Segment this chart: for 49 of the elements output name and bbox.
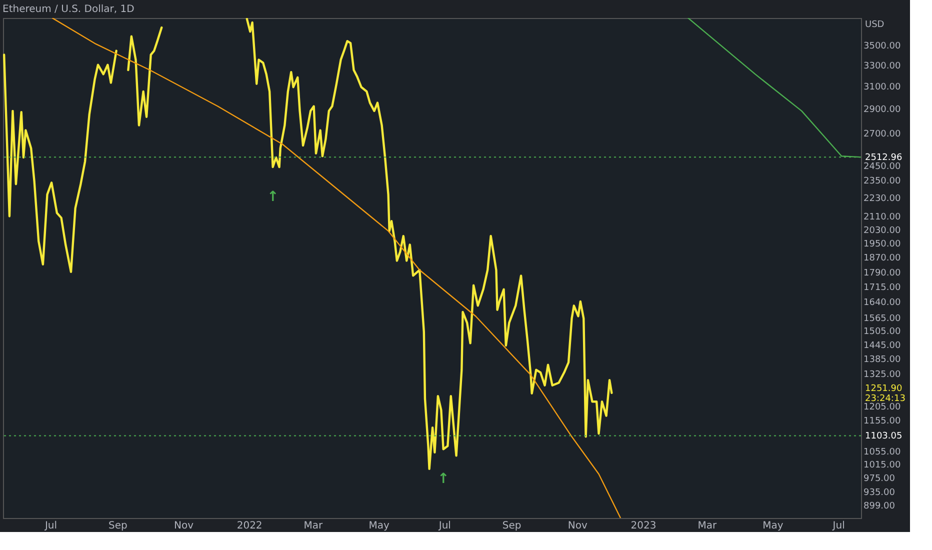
y-tick-label: 1505.00 [864, 327, 901, 338]
y-axis-title: USD [865, 20, 884, 30]
x-tick-label: Sep [108, 520, 128, 532]
y-tick-label: 2110.00 [864, 212, 901, 223]
text: 23:24:13 [865, 394, 906, 404]
x-tick-label: Mar [698, 520, 718, 532]
x-tick-label: Nov [568, 520, 588, 532]
x-tick-label: Mar [304, 520, 324, 532]
x-tick-label: Jul [44, 520, 58, 532]
x-tick-label: 2022 [236, 520, 262, 532]
x-tick-label: 2023 [630, 520, 656, 532]
y-tick-label: 899.00 [864, 501, 896, 512]
x-tick-label: Jul [438, 520, 451, 532]
y-tick-label: 2700.00 [864, 129, 901, 140]
y-tick-label: 2900.00 [864, 105, 901, 116]
x-tick-label: May [762, 520, 784, 532]
y-tick-label: 2030.00 [864, 226, 901, 236]
chart-title: Ethereum / U.S. Dollar, 1D [2, 4, 135, 15]
y-tick-label: 1155.00 [864, 416, 901, 427]
y-tick-label: 3500.00 [864, 41, 901, 52]
y-tick-label: 1205.00 [864, 402, 901, 412]
x-tick-label: Sep [502, 520, 522, 532]
x-tick-label: Nov [174, 520, 194, 532]
y-tick-label: 3100.00 [864, 82, 901, 93]
y-tick-label: 1015.00 [864, 460, 901, 470]
y-tick-label: 1445.00 [864, 340, 901, 351]
y-tick-label: 1640.00 [864, 298, 901, 308]
y-tick-label: 1565.00 [864, 314, 901, 324]
y-tick-label: 975.00 [864, 474, 896, 484]
y-tick-label: 2350.00 [864, 176, 901, 186]
y-tick-label: 1385.00 [864, 355, 901, 366]
y-tick-label: 2230.00 [864, 194, 901, 204]
line-series [52, 18, 621, 518]
y-tick-label: 1325.00 [864, 370, 901, 380]
y-tick-label: 935.00 [864, 488, 896, 498]
y-tick-label: 1790.00 [864, 268, 901, 278]
text: 1251.90 [865, 384, 902, 394]
ref-line-label: 1103.05 [865, 432, 902, 442]
y-tick-label: 1950.00 [864, 239, 901, 250]
x-tick-label: May [368, 520, 390, 532]
ref-line-label: 2512.96 [865, 153, 902, 164]
annotation: ↑ [266, 189, 279, 206]
y-tick-label: 3300.00 [864, 61, 901, 72]
x-tick-label: Jul [832, 520, 845, 532]
y-tick-label: 1870.00 [864, 254, 901, 264]
y-tick-label: 1715.00 [864, 282, 901, 293]
y-tick-label: 1055.00 [864, 447, 901, 458]
y-tick-label: 2450.00 [864, 162, 901, 172]
annotation: ↑ [437, 471, 450, 488]
